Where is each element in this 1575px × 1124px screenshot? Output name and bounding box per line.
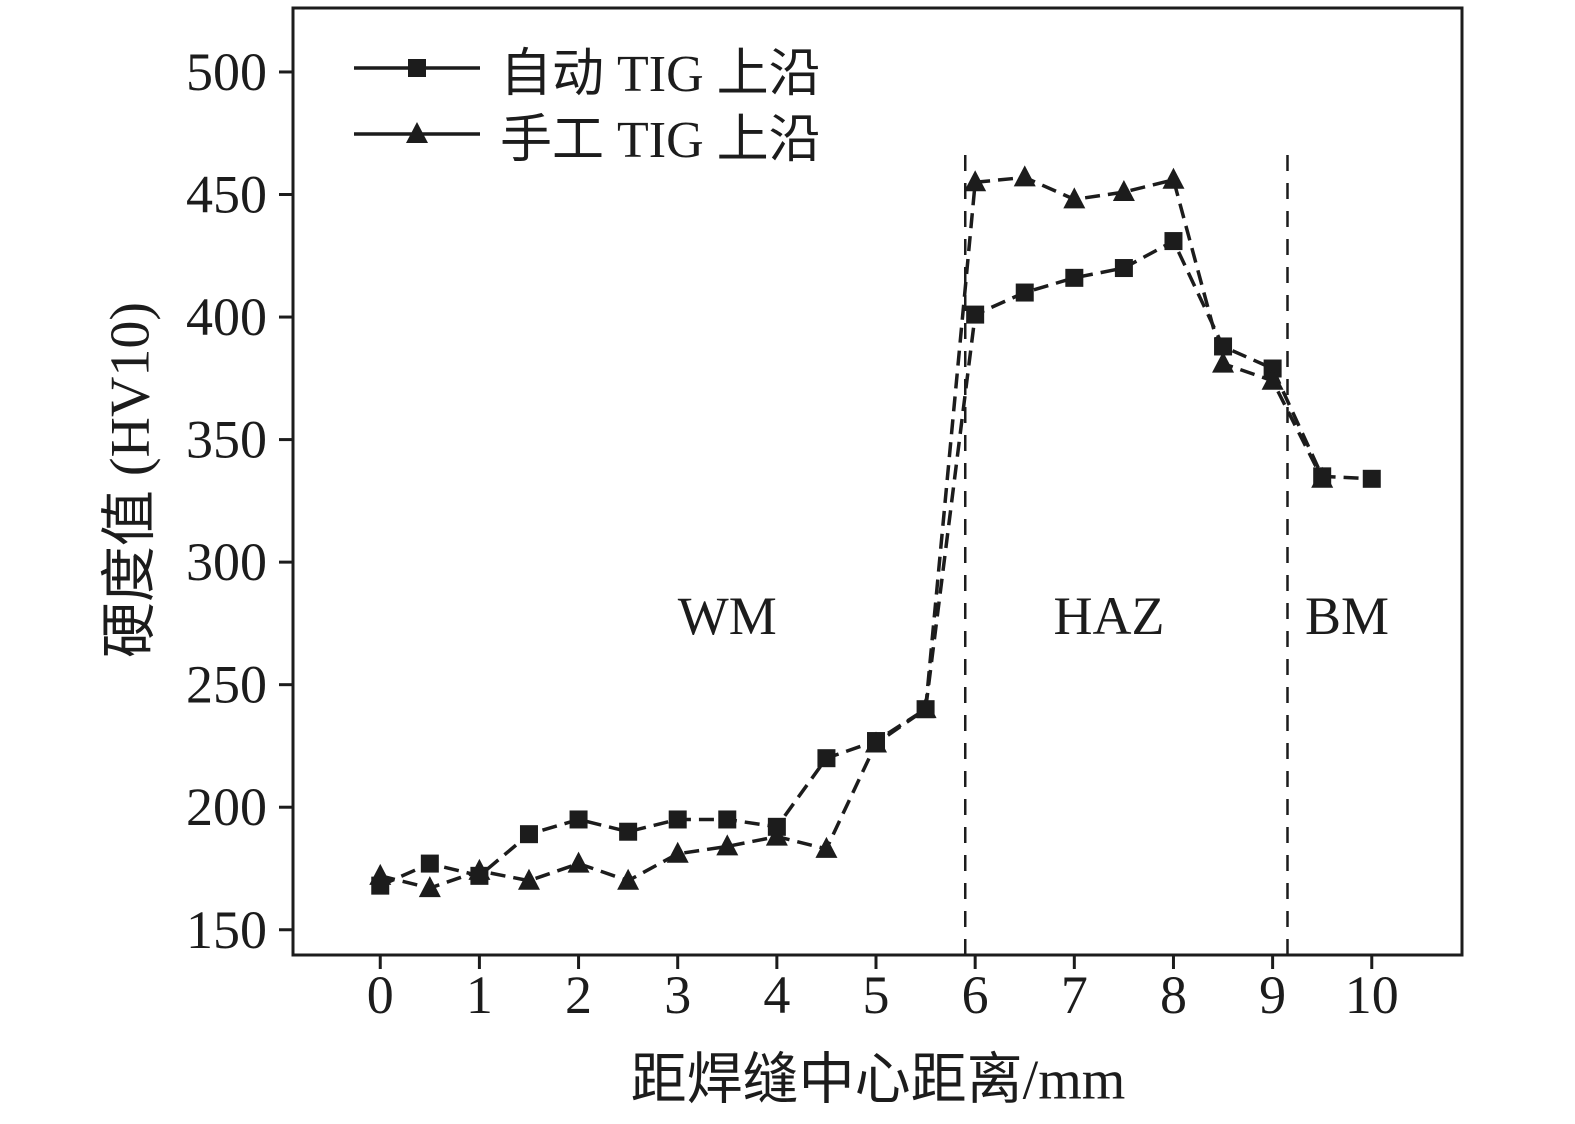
triangle-marker [1311, 466, 1334, 488]
x-tick-label: 7 [1061, 965, 1088, 1025]
zone-label: HAZ [1054, 586, 1165, 646]
triangle-marker [468, 858, 491, 880]
triangle-marker [865, 731, 888, 753]
square-marker [718, 810, 737, 829]
y-tick-label: 300 [186, 532, 267, 592]
zone-label: BM [1305, 586, 1389, 646]
square-marker [1065, 268, 1084, 287]
legend-label-manual-tig: 手工 TIG 上沿 [500, 111, 821, 169]
triangle-marker [617, 868, 640, 890]
zone-label: WM [678, 586, 777, 646]
x-tick-label: 2 [565, 965, 592, 1025]
x-tick-label: 8 [1160, 965, 1187, 1025]
triangle-series-key-icon [354, 122, 480, 143]
x-tick-label: 1 [466, 965, 493, 1025]
triangle-marker [1013, 165, 1036, 187]
square-marker [1263, 359, 1282, 378]
y-axis-title: 硬度值 (HV10) [99, 301, 162, 659]
square-marker [817, 749, 836, 768]
legend: 自动 TIG 上沿 手工 TIG 上沿 [352, 35, 821, 169]
y-tick-label: 150 [186, 900, 267, 960]
triangle-marker [418, 876, 441, 898]
x-tick-label: 5 [863, 965, 890, 1025]
y-tick-label: 500 [186, 42, 267, 102]
square-marker [1015, 283, 1034, 302]
triangle-marker [815, 836, 838, 858]
triangle-marker [1063, 187, 1086, 209]
x-tick-label: 6 [962, 965, 989, 1025]
triangle-marker [716, 834, 739, 856]
y-tick-label: 400 [186, 287, 267, 347]
x-tick-label: 3 [664, 965, 691, 1025]
square-marker [668, 810, 687, 829]
square-marker [1362, 469, 1381, 488]
square-marker [569, 810, 588, 829]
legend-label-auto-tig: 自动 TIG 上沿 [500, 45, 821, 103]
triangle-marker [517, 868, 540, 890]
triangle-marker [1212, 351, 1235, 373]
square-marker [1164, 232, 1183, 251]
y-tick-label: 200 [186, 777, 267, 837]
x-tick-label: 9 [1259, 965, 1286, 1025]
triangle-marker [369, 863, 392, 885]
triangle-marker [1112, 180, 1135, 202]
square-marker [966, 305, 985, 324]
square-marker [519, 825, 538, 844]
x-axis-title: 距焊缝中心距离/mm [630, 1049, 1126, 1112]
x-tick-label: 10 [1345, 965, 1399, 1025]
square-series-key-icon [354, 59, 480, 77]
legend-item-auto-tig: 自动 TIG 上沿 [352, 35, 821, 103]
y-tick-label: 250 [186, 655, 267, 715]
triangle-marker [666, 841, 689, 863]
triangle-marker [567, 851, 590, 873]
legend-item-manual-tig: 手工 TIG 上沿 [352, 101, 821, 169]
y-tick-label: 450 [186, 165, 267, 225]
x-tick-label: 4 [763, 965, 790, 1025]
triangle-marker [914, 697, 937, 719]
triangle-marker [1162, 167, 1185, 189]
triangle-marker [964, 170, 987, 192]
square-marker [420, 854, 439, 873]
y-tick-label: 350 [186, 410, 267, 470]
triangle-marker [765, 824, 788, 846]
triangle-marker [1261, 368, 1284, 390]
x-tick-label: 0 [367, 965, 394, 1025]
series-line-triangle [379, 175, 1324, 890]
square-marker [619, 822, 638, 841]
square-marker [1114, 259, 1133, 278]
